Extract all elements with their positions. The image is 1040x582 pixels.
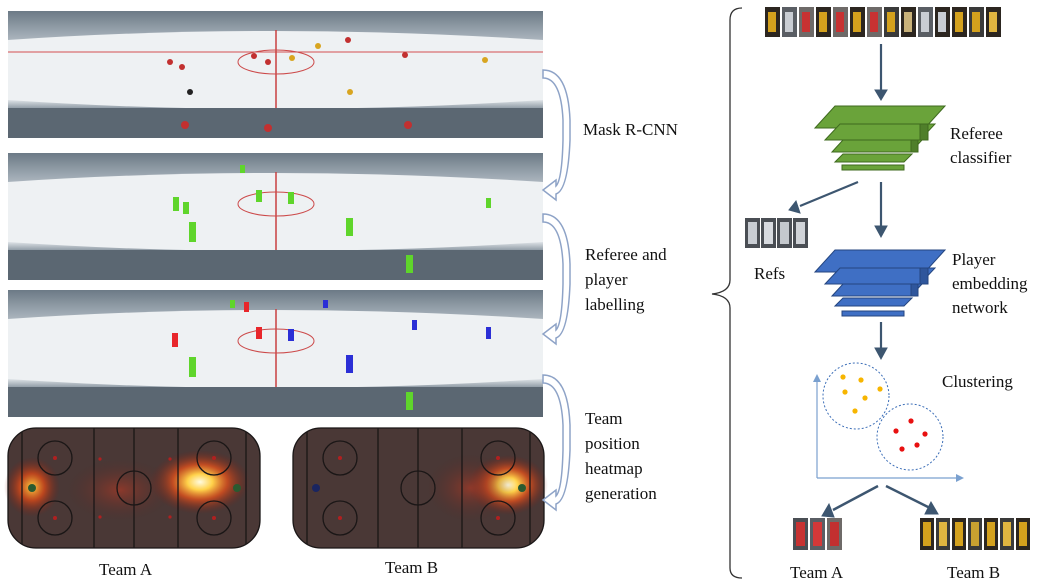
embedding-label-line1: Player [952,250,996,269]
step-label-heatmap-line2: position [585,434,640,453]
heatmap-team-b [292,427,548,549]
rink-frame-labelled [8,290,543,417]
rink-frame-masked [8,153,543,280]
curly-bracket [711,7,743,579]
referee-classifier-label-line1: Referee [950,124,1003,143]
step-label-mask-rcnn: Mask R-CNN [583,120,678,139]
step-arrow-heatmap [541,374,571,512]
team-b-crops [920,518,1030,550]
heatmap-caption-team-b: Team B [385,558,439,577]
step-label-heatmap-line1: Team [585,409,623,428]
clustering-plot [813,362,964,482]
heatmap-caption-team-a: Team A [99,560,153,579]
embedding-label-line3: network [952,298,1008,317]
step-label-heatmap-line4: generation [585,484,657,503]
clustering-label: Clustering [942,372,1013,391]
embedding-label-line2: embedding [952,274,1028,293]
referee-crops [745,218,808,248]
step-arrow-labelling [541,213,571,346]
heatmap-team-a [4,427,261,549]
step-arrow-mask-rcnn [541,69,571,202]
arrow-embedding-to-clustering [874,322,888,361]
team-a-label: Team A [790,563,844,582]
arrow-classifier-to-embedding [874,182,888,239]
arrow-crops-to-classifier [874,44,888,101]
player-crops-all [765,7,1001,37]
team-b-label: Team B [947,563,1001,582]
arrow-clustering-to-team-b [885,484,939,515]
arrow-classifier-to-refs [788,180,859,214]
step-label-heatmap-line3: heatmap [585,459,643,478]
team-a-crops [793,518,842,550]
embedding-network-icon [813,249,947,317]
refs-label: Refs [754,264,786,283]
step-label-labelling-line2: player [585,270,628,289]
rink-frame-original [8,11,543,138]
arrow-clustering-to-team-a [821,484,879,518]
step-label-labelling-line1: Referee and [585,245,667,264]
step-label-labelling-line3: labelling [585,295,645,314]
referee-classifier-label-line2: classifier [950,148,1012,167]
referee-classifier-icon [813,105,947,171]
